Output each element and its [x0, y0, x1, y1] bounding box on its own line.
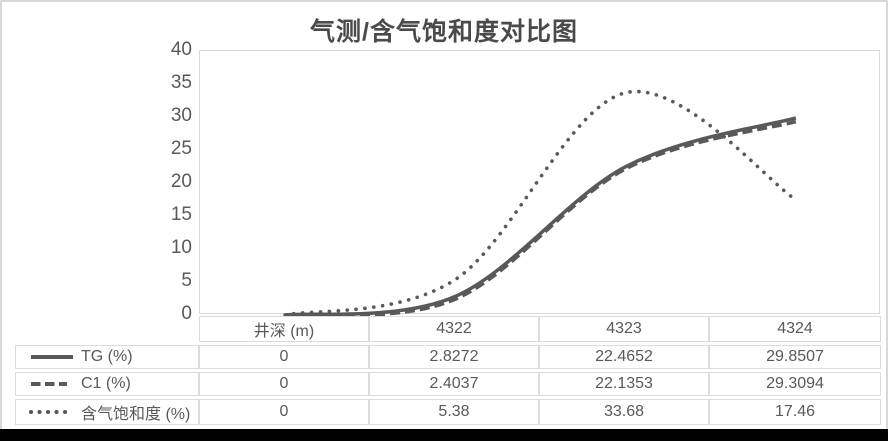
- table-value-cell: 0: [199, 345, 369, 369]
- table-value-cell: 22.4652: [539, 345, 709, 369]
- legend-key-box: [29, 380, 81, 388]
- legend-key-solid: [31, 355, 73, 359]
- series-line-saturation: [283, 89, 798, 317]
- table-row-saturation: 含气饱和度 (%) 0 5.38 33.68 17.46: [15, 399, 881, 425]
- category-header-cell: 4324: [709, 316, 881, 342]
- table-value-cell: 0: [199, 399, 369, 425]
- chart-canvas: [283, 89, 798, 318]
- data-table: 井深 (m) 4322 4323 4324 TG (%) 0 2.8272 22.4652 29…: [15, 313, 881, 428]
- y-axis-tick: 30: [170, 105, 192, 126]
- legend-key-box: [29, 353, 81, 361]
- series-name-cell: TG (%): [15, 345, 199, 369]
- series-name-label: 含气饱和度 (%): [81, 406, 191, 423]
- chart-title: 气测/含气饱和度对比图: [310, 18, 578, 46]
- series-name-cell: 含气饱和度 (%): [15, 399, 199, 425]
- y-axis-tick: 35: [170, 72, 192, 93]
- legend-key-box: [29, 408, 81, 416]
- series-name-label: TG (%): [81, 348, 133, 365]
- series-line-c1: [284, 119, 797, 318]
- series-name-label: C1 (%): [81, 375, 131, 392]
- y-axis-tick: 40: [170, 39, 192, 60]
- plot-area: [199, 50, 880, 318]
- y-axis-tick: 20: [170, 171, 192, 192]
- table-header-row: 井深 (m) 4322 4323 4324: [15, 316, 881, 342]
- table-corner-cell: [15, 316, 199, 342]
- table-value-cell: 29.8507: [709, 345, 881, 369]
- y-axis-tick: 15: [170, 204, 192, 225]
- table-value-cell: 22.1353: [539, 372, 709, 396]
- bottom-bar: [0, 429, 888, 441]
- table-value-cell: 0: [199, 372, 369, 396]
- table-value-cell: 5.38: [369, 399, 539, 425]
- category-header-cell: 4322: [369, 316, 539, 342]
- table-value-cell: 33.68: [539, 399, 709, 425]
- legend-key-dotted: [29, 409, 69, 415]
- table-value-cell: 2.8272: [369, 345, 539, 369]
- data-table-body: 井深 (m) 4322 4323 4324 TG (%) 0 2.8272 22.4652 29…: [15, 316, 881, 425]
- table-value-cell: 17.46: [709, 399, 881, 425]
- table-row-c1: C1 (%) 0 2.4037 22.1353 29.3094: [15, 372, 881, 396]
- series-line-tg: [284, 116, 797, 317]
- category-header-cell: 4323: [539, 316, 709, 342]
- y-axis-tick: 0: [181, 303, 192, 324]
- y-axis-tick: 5: [181, 270, 192, 291]
- y-axis-tick: 10: [170, 237, 192, 258]
- series-name-cell: C1 (%): [15, 372, 199, 396]
- category-header-cell: 井深 (m): [199, 316, 369, 342]
- y-axis-tick: 25: [170, 138, 192, 159]
- table-row-tg: TG (%) 0 2.8272 22.4652 29.8507: [15, 345, 881, 369]
- legend-key-dashed: [31, 382, 67, 386]
- table-value-cell: 29.3094: [709, 372, 881, 396]
- table-value-cell: 2.4037: [369, 372, 539, 396]
